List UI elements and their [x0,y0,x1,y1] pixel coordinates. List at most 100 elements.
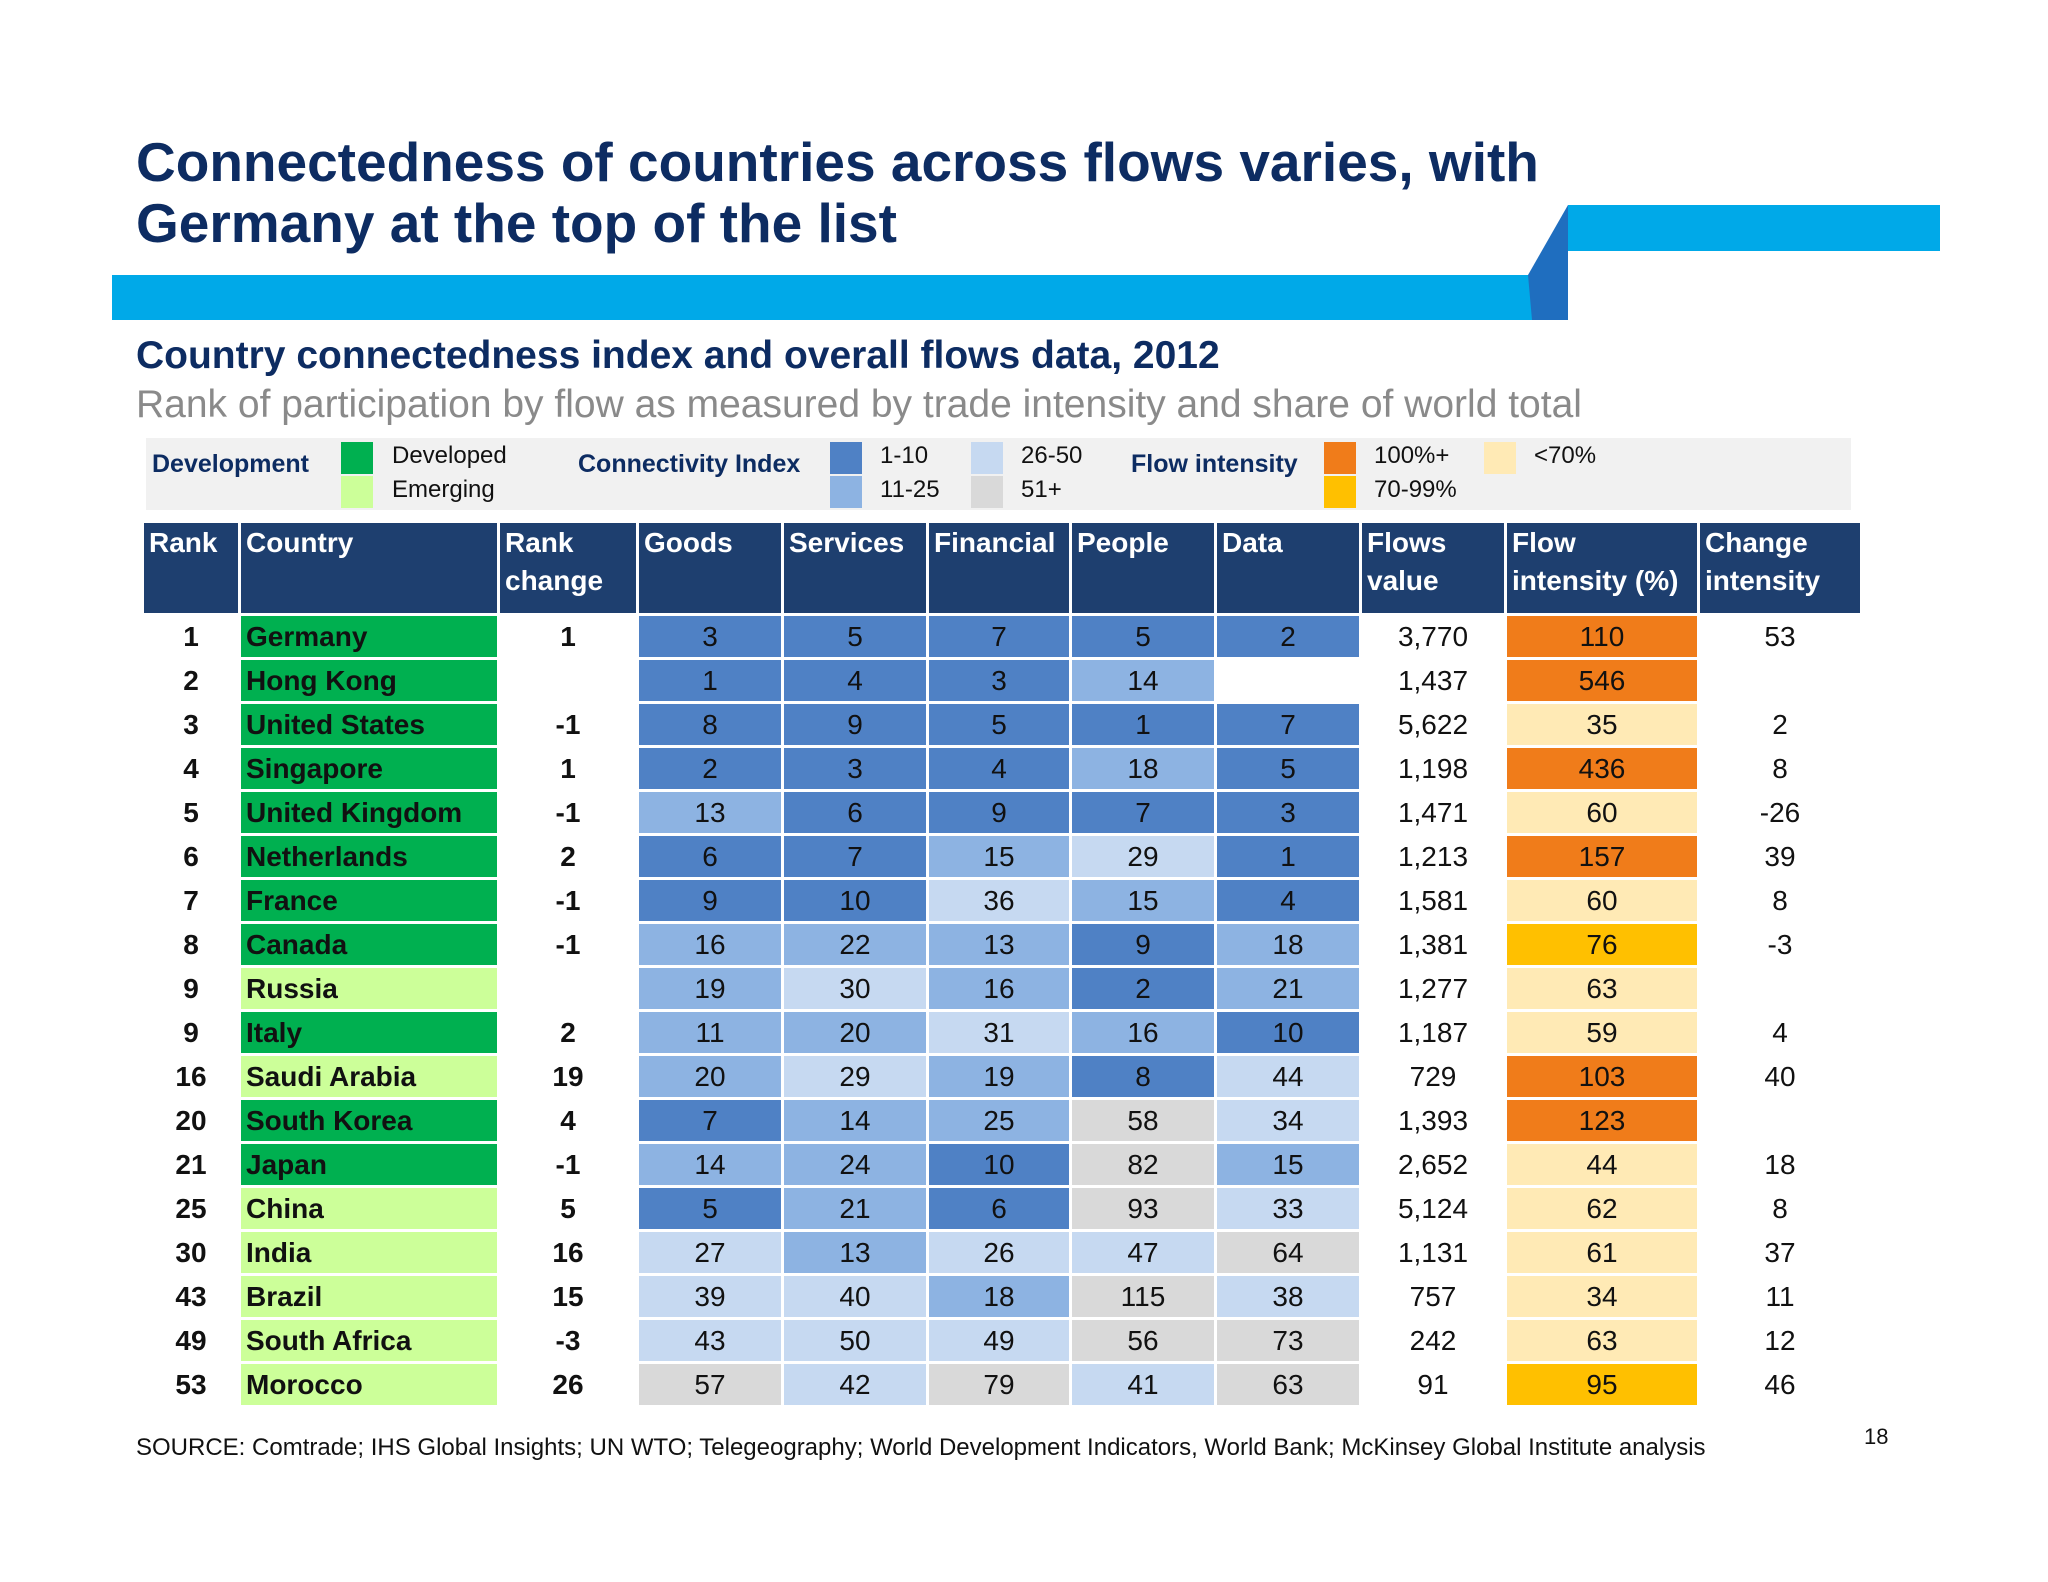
legend-development-label: Development [152,450,309,478]
cell-rank-change [500,660,636,701]
cell-country: China [241,1188,497,1229]
header-band-left [112,275,1528,320]
cell-goods: 7 [639,1100,781,1141]
cell-services: 3 [784,748,926,789]
table-header-row: Rank Country Rank change Goods Services … [144,523,1860,613]
cell-goods: 43 [639,1320,781,1361]
table-row: 21 Japan -1 14 24 10 82 15 2,652 44 18 [144,1144,1860,1185]
cell-rank: 7 [183,885,199,916]
cell-flows-value: 242 [1409,1325,1457,1356]
cell-services: 50 [784,1320,926,1361]
cell-rank-change: 4 [560,1105,576,1136]
cell-flow-intensity: 103 [1507,1056,1697,1097]
cell-flow-intensity: 157 [1507,836,1697,877]
cell-people: 7 [1072,792,1214,833]
cell-goods: 2 [639,748,781,789]
cell-data: 18 [1217,924,1359,965]
cell-financial: 9 [929,792,1069,833]
page-title: Connectedness of countries across flows … [136,131,1539,254]
cell-flow-intensity: 123 [1507,1100,1697,1141]
table-row: 5 United Kingdom -1 13 6 9 7 3 1,471 60 -26 [144,792,1860,833]
col-header-rank: Rank [144,523,238,613]
col-header-country: Country [241,523,497,613]
cell-financial: 31 [929,1012,1069,1053]
header-band-slant [1528,205,1568,320]
cell-services: 7 [784,836,926,877]
cell-services: 14 [784,1100,926,1141]
cell-rank: 30 [175,1237,207,1268]
cell-data: 34 [1217,1100,1359,1141]
cell-people: 82 [1072,1144,1214,1185]
cell-change-intensity [1700,968,1860,1009]
cell-rank-change: -1 [555,797,581,828]
source-note: SOURCE: Comtrade; IHS Global Insights; U… [136,1434,1706,1461]
cell-change-intensity: 8 [1772,1193,1788,1224]
legend-developed-label: Developed [392,442,507,469]
legend-idx-51-plus-label: 51+ [1021,476,1062,503]
cell-flows-value: 1,187 [1397,1017,1469,1048]
cell-rank: 2 [183,665,199,696]
cell-data: 1 [1217,836,1359,877]
cell-services: 40 [784,1276,926,1317]
col-header-data: Data [1217,523,1359,613]
cell-change-intensity: 46 [1764,1369,1796,1400]
cell-flows-value: 91 [1417,1369,1449,1400]
cell-rank: 25 [175,1193,207,1224]
cell-rank: 9 [183,973,199,1004]
cell-rank-change: 19 [552,1061,584,1092]
cell-flows-value: 3,770 [1397,621,1469,652]
cell-flow-intensity: 61 [1507,1232,1697,1273]
cell-services: 21 [784,1188,926,1229]
connectedness-table: Rank Country Rank change Goods Services … [141,520,1863,1408]
cell-flow-intensity: 62 [1507,1188,1697,1229]
legend-idx-26-50-swatch [971,442,1003,474]
cell-country: South Korea [241,1100,497,1141]
cell-financial: 19 [929,1056,1069,1097]
table-row: 8 Canada -1 16 22 13 9 18 1,381 76 -3 [144,924,1860,965]
cell-rank-change: 2 [560,841,576,872]
cell-people: 2 [1072,968,1214,1009]
cell-people: 18 [1072,748,1214,789]
cell-services: 22 [784,924,926,965]
cell-people: 14 [1072,660,1214,701]
cell-flows-value: 1,131 [1397,1237,1469,1268]
cell-rank: 1 [183,621,199,652]
cell-financial: 16 [929,968,1069,1009]
cell-flow-intensity: 60 [1507,792,1697,833]
legend-emerging-swatch [341,476,373,508]
cell-services: 9 [784,704,926,745]
cell-country: Russia [241,968,497,1009]
cell-goods: 13 [639,792,781,833]
legend-intensity-lt70-swatch [1484,442,1516,474]
cell-change-intensity: 11 [1765,1281,1795,1312]
cell-data: 4 [1217,880,1359,921]
table-row: 1 Germany 1 3 5 7 5 2 3,770 110 53 [144,616,1860,657]
cell-data: 5 [1217,748,1359,789]
table-row: 9 Russia 19 30 16 2 21 1,277 63 [144,968,1860,1009]
legend-intensity-70-99-label: 70-99% [1374,476,1457,503]
legend-idx-26-50-label: 26-50 [1021,442,1083,469]
legend-idx-51-plus-swatch [971,476,1003,508]
cell-rank-change: 26 [552,1369,584,1400]
cell-country: Netherlands [241,836,497,877]
cell-rank: 49 [175,1325,207,1356]
cell-country: Hong Kong [241,660,497,701]
col-header-goods: Goods [639,523,781,613]
cell-services: 5 [784,616,926,657]
cell-flows-value: 5,124 [1397,1193,1469,1224]
cell-data: 73 [1217,1320,1359,1361]
cell-data: 63 [1217,1364,1359,1405]
cell-flows-value: 729 [1409,1061,1457,1092]
cell-people: 58 [1072,1100,1214,1141]
cell-flow-intensity: 63 [1507,1320,1697,1361]
cell-goods: 19 [639,968,781,1009]
cell-country: Singapore [241,748,497,789]
col-header-flows-value: Flows value [1362,523,1504,613]
cell-rank-change [500,968,636,1009]
cell-services: 20 [784,1012,926,1053]
legend-intensity-lt70-label: <70% [1534,442,1597,469]
table-row: 43 Brazil 15 39 40 18 115 38 757 34 11 [144,1276,1860,1317]
cell-flows-value: 5,622 [1397,709,1469,740]
cell-people: 29 [1072,836,1214,877]
cell-rank-change: -1 [555,1149,581,1180]
